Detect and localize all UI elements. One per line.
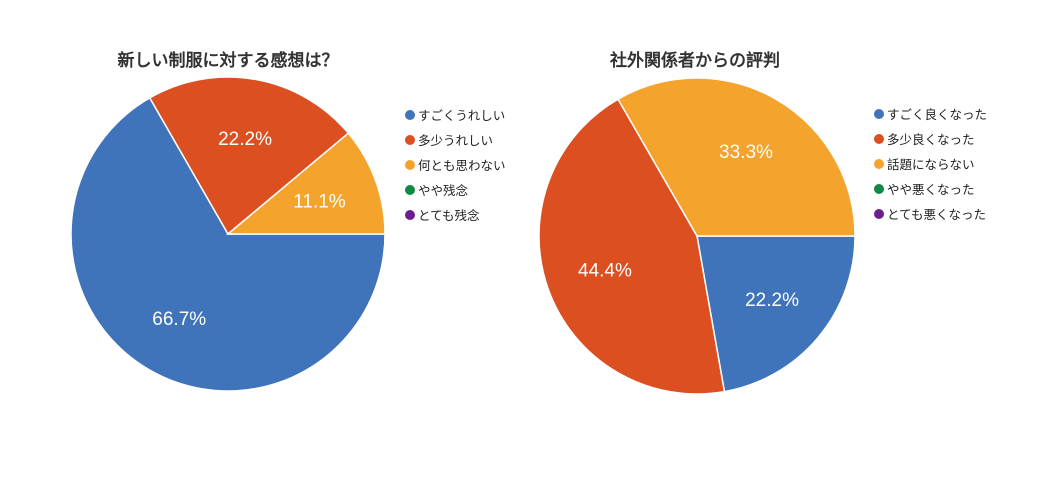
chart-title: 社外関係者からの評判	[610, 51, 780, 71]
legend-label: やや残念	[418, 183, 469, 198]
pie-slice[interactable]	[696, 235, 856, 393]
legend-dot-icon	[405, 109, 415, 120]
legend-dot-icon	[874, 208, 884, 219]
pie-slice[interactable]	[616, 77, 856, 237]
legend-item[interactable]: やや残念	[405, 177, 506, 202]
legend-item[interactable]: 何とも思わない	[405, 152, 506, 177]
pie-chart-uniform-impression: 新しい制服に対する感想は？ 66.7% 22.2% 11.1% すごくうれしい 多少…	[70, 51, 506, 392]
legend-label: 多少良くなった	[887, 132, 975, 147]
legend: すごく良くなった 多少良くなった 話題にならない やや悪くなった とても悪くなっ…	[874, 101, 987, 226]
slice-data-label: 44.4%	[578, 261, 632, 282]
legend-label: すごく良くなった	[887, 107, 988, 122]
legend-item[interactable]: すごくうれしい	[405, 102, 506, 127]
legend-item[interactable]: 多少うれしい	[405, 127, 506, 152]
slice-data-label: 22.2%	[218, 129, 272, 150]
legend-dot-icon	[405, 159, 415, 170]
legend-dot-icon	[405, 184, 415, 195]
legend-dot-icon	[405, 134, 415, 145]
legend-dot-icon	[874, 158, 884, 169]
legend-label: 話題にならない	[887, 157, 975, 172]
legend-dot-icon	[874, 183, 884, 194]
pie-slice[interactable]	[225, 132, 386, 235]
slice-data-label: 22.2%	[745, 290, 799, 311]
legend-label: すごくうれしい	[418, 108, 506, 123]
legend-label: とても悪くなった	[887, 207, 987, 222]
chart-title: 新しい制服に対する感想は？	[117, 51, 339, 71]
slice-data-label: 11.1%	[293, 192, 346, 213]
legend-item[interactable]: 多少良くなった	[874, 126, 987, 151]
slice-data-label: 66.7%	[152, 309, 206, 330]
legend-label: やや悪くなった	[887, 182, 975, 197]
pie-plot: 66.7% 22.2% 11.1%	[70, 76, 386, 392]
legend: すごくうれしい 多少うれしい 何とも思わない やや残念 とても残念	[405, 102, 506, 227]
legend-dot-icon	[405, 209, 415, 220]
legend-item[interactable]: すごく良くなった	[874, 101, 987, 126]
legend-dot-icon	[874, 108, 884, 119]
legend-item[interactable]: とても残念	[405, 202, 506, 227]
legend-label: とても残念	[418, 208, 480, 223]
pie-slice[interactable]	[538, 98, 726, 395]
slice-data-label: 33.3%	[719, 142, 773, 163]
pie-slice[interactable]	[70, 96, 386, 392]
legend-item[interactable]: とても悪くなった	[874, 201, 987, 226]
legend-item[interactable]: 話題にならない	[874, 151, 987, 176]
legend-label: 何とも思わない	[418, 158, 506, 173]
pie-slice[interactable]	[148, 76, 350, 236]
legend-label: 多少うれしい	[418, 133, 494, 148]
legend-item[interactable]: やや悪くなった	[874, 176, 987, 201]
legend-dot-icon	[874, 133, 884, 144]
